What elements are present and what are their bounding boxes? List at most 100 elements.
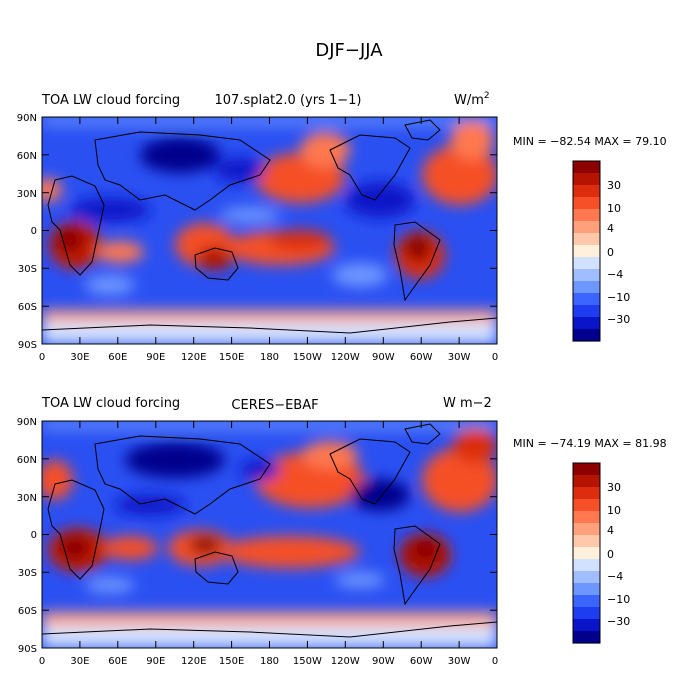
lat-label: 90S <box>18 644 37 655</box>
units-text: W/m <box>454 93 484 108</box>
colorbar-label: −10 <box>607 291 630 304</box>
panel-units: W/m2 <box>454 91 490 108</box>
panel-left-title: TOA LW cloud forcing <box>41 93 180 108</box>
lat-label: 30S <box>18 264 37 275</box>
colorbar-swatch <box>573 535 600 548</box>
lat-label: 0 <box>31 530 37 541</box>
lat-label: 90S <box>18 340 37 351</box>
lon-label: 60W <box>410 352 433 363</box>
stats-text: MIN = −74.19 MAX = 81.98 <box>513 437 667 450</box>
lon-label: 60E <box>108 352 127 363</box>
colorbar-swatch <box>573 547 600 560</box>
colorbar-swatch <box>573 631 600 644</box>
lon-label: 120E <box>181 352 206 363</box>
colorbar-frame <box>572 160 601 342</box>
lon-label: 150W <box>293 352 322 363</box>
lon-label: 90W <box>372 352 395 363</box>
colorbar-swatch <box>573 475 600 488</box>
lat-label: 30S <box>18 568 37 579</box>
lon-label: 0 <box>39 656 45 667</box>
panel-units: W m−2 <box>443 396 492 411</box>
colorbar-label: 10 <box>607 504 621 517</box>
colorbar-swatch <box>573 487 600 500</box>
colorbar-swatch <box>573 607 600 620</box>
lon-label: 30W <box>448 352 471 363</box>
colorbar-label: 4 <box>607 524 614 537</box>
lat-label: 60S <box>18 302 37 313</box>
lon-label: 30E <box>70 352 89 363</box>
map-frame <box>41 420 498 649</box>
colorbar-swatch <box>573 209 600 222</box>
coastlines <box>42 119 497 334</box>
colorbar-labels: 30 10 4 0 −4 −10 −30 <box>607 179 630 326</box>
lat-label: 90N <box>17 417 37 428</box>
lon-label: 90E <box>146 656 165 667</box>
colorbar-label: 0 <box>607 246 614 259</box>
stats-text: MIN = −82.54 MAX = 79.10 <box>513 135 667 148</box>
lon-label: 180 <box>260 656 279 667</box>
colorbar-swatch <box>573 233 600 246</box>
colorbar-label: −30 <box>607 313 630 326</box>
colorbar-labels: 30 10 4 0 −4 −10 −30 <box>607 481 630 628</box>
colorbar-swatch <box>573 317 600 330</box>
colorbar-label: −10 <box>607 593 630 606</box>
map-ticks <box>42 117 497 344</box>
lon-label: 30W <box>448 656 471 667</box>
panel-model: TOA LW cloud forcing 107.splat2.0 (yrs 1… <box>17 91 667 363</box>
colorbar: 30 10 4 0 −4 −10 −30 <box>572 462 630 644</box>
colorbar-swatch <box>573 523 600 536</box>
panel-left-title: TOA LW cloud forcing <box>41 396 180 411</box>
lat-label: 90N <box>17 113 37 124</box>
lat-axis-labels: 90N 60N 30N 0 30S 60S 90S <box>17 113 37 351</box>
lon-axis-labels: 0 30E 60E 90E 120E 150E 180 150W 120W 90… <box>39 352 498 363</box>
colorbar-swatch <box>573 293 600 306</box>
map-plot <box>42 421 497 648</box>
colorbar-label: −30 <box>607 615 630 628</box>
colorbar-label: −4 <box>607 268 623 281</box>
colorbar-swatch <box>573 305 600 318</box>
colorbar-swatch <box>573 173 600 186</box>
colorbar-label: 10 <box>607 202 621 215</box>
lon-label: 30E <box>70 656 89 667</box>
lon-label: 120W <box>331 656 360 667</box>
colorbar-swatch <box>573 463 600 476</box>
panel-center-title: 107.splat2.0 (yrs 1−1) <box>215 93 362 108</box>
units-text: W m−2 <box>443 396 492 411</box>
cloud-forcing-field <box>42 117 497 344</box>
map-frame <box>41 116 498 345</box>
colorbar-swatch <box>573 499 600 512</box>
lon-axis-labels: 0 30E 60E 90E 120E 150E 180 150W 120W 90… <box>39 656 498 667</box>
lon-label: 60E <box>108 656 127 667</box>
lon-label: 180 <box>260 352 279 363</box>
lon-label: 90E <box>146 352 165 363</box>
colorbar-label: 4 <box>607 222 614 235</box>
colorbar-swatch <box>573 559 600 572</box>
lon-label: 120E <box>181 656 206 667</box>
lat-label: 60S <box>18 606 37 617</box>
colorbar-swatch <box>573 511 600 524</box>
lon-label: 0 <box>39 352 45 363</box>
panel-obs: TOA LW cloud forcing CERES−EBAF W m−2 MI… <box>17 396 667 667</box>
colorbar-label: 0 <box>607 548 614 561</box>
lon-label: 90W <box>372 656 395 667</box>
colorbar-swatch <box>573 619 600 632</box>
map-ticks <box>42 421 497 648</box>
lat-label: 30N <box>17 189 37 200</box>
lon-label: 60W <box>410 656 433 667</box>
colorbar-swatch <box>573 329 600 342</box>
lon-label: 150E <box>219 352 244 363</box>
lat-axis-labels: 90N 60N 30N 0 30S 60S 90S <box>17 417 37 655</box>
lon-label: 120W <box>331 352 360 363</box>
colorbar-label: 30 <box>607 481 621 494</box>
lat-label: 60N <box>17 455 37 466</box>
map-plot <box>42 117 497 344</box>
lat-label: 0 <box>31 226 37 237</box>
colorbar: 30 10 4 0 −4 −10 −30 <box>572 160 630 342</box>
colorbar-swatch <box>573 245 600 258</box>
colorbar-swatch <box>573 595 600 608</box>
lon-label: 0 <box>492 656 498 667</box>
lon-label: 0 <box>492 352 498 363</box>
colorbar-swatch <box>573 185 600 198</box>
panel-center-title: CERES−EBAF <box>231 398 318 413</box>
